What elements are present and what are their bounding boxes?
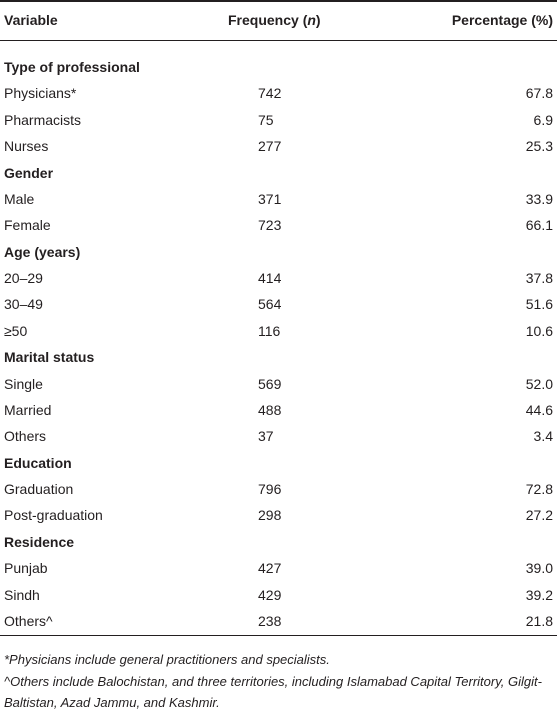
- frequency: 564: [258, 296, 282, 313]
- frequency: 75: [258, 111, 274, 128]
- frequency: 429: [258, 586, 282, 603]
- header-rule: [0, 40, 557, 41]
- row-label: ≥50: [4, 322, 28, 339]
- header-frequency: Frequency (n): [228, 11, 321, 29]
- percentage: 33.9: [525, 190, 553, 207]
- row-label: Married: [4, 401, 52, 418]
- top-rule: [0, 0, 557, 2]
- percentage: 44.6: [525, 401, 553, 418]
- footnote: *Physicians include general practitioner…: [4, 652, 330, 667]
- header-percentage: Percentage (%): [451, 12, 553, 28]
- percentage: 51.6: [525, 296, 553, 313]
- frequency: 238: [258, 612, 282, 629]
- row-label: Others^: [4, 612, 53, 629]
- percentage: 25.3: [525, 138, 553, 155]
- footnotes: *Physicians include general practitioner…: [4, 649, 556, 710]
- section-title: Marital status: [4, 349, 95, 366]
- footnote: ^Others include Balochistan, and three t…: [4, 673, 542, 710]
- section-title: Residence: [4, 533, 75, 550]
- frequency: 723: [258, 217, 282, 234]
- percentage: 72.8: [525, 481, 553, 498]
- frequency: 569: [258, 375, 282, 392]
- percentage: 10.6: [525, 322, 553, 339]
- frequency: 277: [258, 138, 282, 155]
- section-title: Gender: [4, 164, 54, 181]
- header-frequency-text: Frequency (: [228, 12, 308, 28]
- row-label: Others: [4, 428, 47, 445]
- frequency: 116: [258, 322, 281, 339]
- header-variable: Variable: [4, 12, 58, 28]
- row-label: Single: [4, 375, 43, 392]
- header-frequency-text: ): [315, 12, 321, 28]
- section-title: Education: [4, 454, 72, 471]
- row-label: Male: [4, 190, 35, 207]
- row-label: 20–29: [4, 270, 43, 287]
- row-label: Punjab: [4, 560, 48, 577]
- frequency: 371: [258, 190, 282, 207]
- percentage: 66.1: [525, 217, 553, 234]
- row-label: Sindh: [4, 586, 40, 603]
- row-label: Female: [4, 217, 51, 234]
- row-label: Post-graduation: [4, 507, 103, 524]
- percentage: 6.9: [533, 111, 553, 128]
- frequency: 488: [258, 401, 282, 418]
- row-label: Pharmacists: [4, 111, 82, 128]
- frequency: 37: [258, 428, 274, 445]
- percentage: 39.0: [525, 560, 553, 577]
- row-label: 30–49: [4, 296, 43, 313]
- percentage: 39.2: [525, 586, 553, 603]
- percentage: 52.0: [525, 375, 553, 392]
- section-title: Age (years): [4, 243, 81, 260]
- section-title: Type of professional: [4, 59, 140, 75]
- percentage: 3.4: [533, 428, 553, 445]
- frequency: 427: [258, 560, 282, 577]
- row-label: Graduation: [4, 481, 74, 498]
- row-label: Physicians*: [4, 85, 77, 102]
- header-frequency-italic: n: [307, 12, 316, 28]
- percentage: 27.2: [525, 507, 553, 524]
- percentage: 67.8: [525, 85, 553, 102]
- row-label: Nurses: [4, 138, 49, 155]
- percentage: 21.8: [525, 612, 553, 629]
- frequency: 414: [258, 270, 282, 287]
- bottom-rule: [0, 635, 557, 636]
- frequency: 796: [258, 481, 282, 498]
- percentage: 37.8: [525, 270, 553, 287]
- frequency: 742: [258, 85, 282, 102]
- frequency: 298: [258, 507, 282, 524]
